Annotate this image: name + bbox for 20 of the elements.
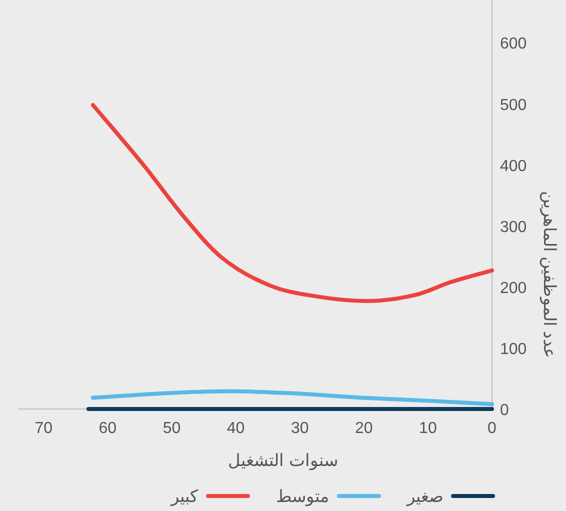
x-tick-label: 30 xyxy=(290,420,309,437)
legend-label: متوسط xyxy=(276,487,329,507)
y-tick-label: 0 xyxy=(500,402,509,419)
y-tick-label: 400 xyxy=(500,158,527,175)
x-tick-label: 70 xyxy=(34,420,53,437)
x-tick-label: 10 xyxy=(419,420,437,437)
y-tick-label: 300 xyxy=(500,218,527,236)
y-tick-label: 100 xyxy=(500,340,527,358)
y-tick-label: 200 xyxy=(500,280,527,297)
x-tick-label: 20 xyxy=(354,420,373,437)
x-tick-label: 50 xyxy=(162,420,181,437)
legend-label: صغير xyxy=(406,487,443,507)
y-tick-label: 600 xyxy=(500,36,527,53)
legend-label: كبير xyxy=(170,487,199,507)
x-axis-title: سنوات التشغيل xyxy=(228,451,338,471)
y-axis-title: عدد الموظفين الماهرين xyxy=(539,190,559,358)
x-tick-label: 0 xyxy=(488,420,497,437)
x-tick-label: 40 xyxy=(226,420,245,437)
x-tick-label: 60 xyxy=(98,420,117,437)
y-tick-label: 500 xyxy=(500,96,527,114)
